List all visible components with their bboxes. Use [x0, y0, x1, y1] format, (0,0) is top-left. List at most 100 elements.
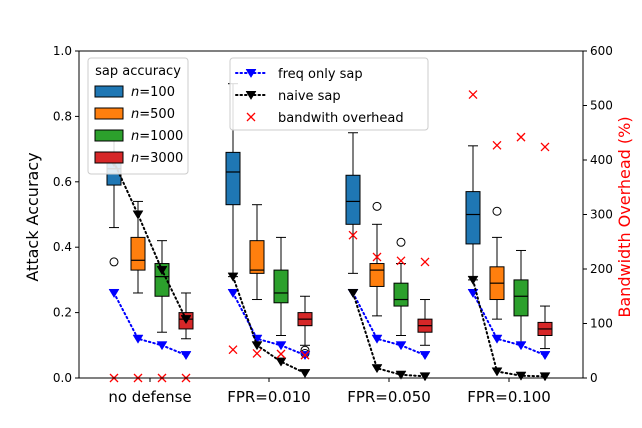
line-1-marker	[419, 372, 431, 382]
legend-triangle-icon	[245, 91, 257, 100]
y2-tick-label: 500	[590, 99, 613, 113]
line-0-marker	[491, 334, 503, 344]
box-1000-2	[393, 237, 409, 336]
legend-label: n=500	[131, 107, 175, 122]
box-1000-1	[273, 236, 289, 336]
y2-tick-label: 100	[590, 317, 613, 331]
cross-stroke	[246, 112, 256, 122]
legend-frame	[229, 57, 429, 131]
line-1-marker	[371, 364, 383, 374]
legend-label-value: 3000	[150, 151, 183, 166]
box-flier	[492, 206, 502, 216]
legend-triangle-icon	[245, 69, 257, 78]
box-500-1	[249, 204, 265, 301]
line-1-group-3	[472, 278, 546, 378]
legend-label-value: 1000	[150, 129, 183, 144]
cross-stroke	[276, 349, 286, 359]
box-flier	[396, 237, 406, 247]
box-500-0	[130, 200, 146, 294]
box-500-3	[489, 206, 505, 320]
overhead-marker	[540, 142, 550, 152]
legend-swatch	[94, 129, 124, 142]
box-body	[345, 174, 361, 225]
legend-label-eq: =	[139, 129, 150, 144]
legend-label-eq: =	[139, 107, 150, 122]
box-body	[513, 279, 529, 317]
box-1000-3	[513, 249, 529, 343]
box-3000-3	[537, 305, 553, 350]
line-1-marker	[395, 370, 407, 380]
x-tick-label: FPR=0.100	[467, 388, 551, 406]
overhead-marker	[420, 257, 430, 267]
y2-tick-label: 600	[590, 44, 613, 58]
overhead-marker	[252, 349, 262, 358]
line-0-group-1	[232, 291, 306, 357]
line-1-marker	[275, 357, 287, 367]
legend-label-var: n	[131, 129, 139, 144]
box-500-2	[369, 201, 385, 317]
line-1-marker	[180, 315, 192, 325]
line-0-group-3	[472, 291, 546, 357]
line-0-marker	[180, 351, 192, 361]
legend-label-eq: =	[139, 85, 150, 100]
legend-swatch	[94, 107, 124, 120]
line-0-group-0	[113, 291, 187, 357]
lines-layer	[108, 90, 551, 383]
legend-label-var: n	[131, 107, 139, 122]
box-100-2	[345, 132, 361, 274]
line-1-marker	[156, 266, 168, 276]
line-0-marker	[515, 341, 527, 351]
legend-label-var: n	[131, 85, 139, 100]
line-1-marker	[539, 372, 551, 382]
cross-stroke	[372, 252, 382, 262]
line-1-marker	[299, 369, 311, 379]
axes-layer: 0.0 0.2 0.4 0.6 0.8 1.0 0 100 200 300 400 500 600 no …	[53, 44, 613, 406]
cross-stroke	[228, 345, 238, 355]
line-0-marker	[539, 351, 551, 361]
x-tick-label: no defense	[108, 388, 191, 406]
legend-label: n=100	[131, 85, 175, 100]
line-1-marker	[467, 275, 479, 285]
box-flier	[109, 257, 119, 267]
overhead-marker	[300, 350, 310, 360]
line-0-marker	[132, 334, 144, 344]
overhead-marker	[396, 256, 406, 266]
line-0-marker	[371, 334, 383, 344]
y-tick-label: 0.6	[53, 175, 72, 189]
y-tick-label: 0.0	[53, 371, 72, 385]
line-1-marker	[515, 371, 527, 381]
legend-label-value: 500	[150, 107, 175, 122]
line-0-marker	[156, 341, 168, 351]
cross-stroke	[492, 140, 502, 150]
legend-label: naive sap	[278, 89, 341, 104]
box-body	[465, 191, 481, 245]
legend-x-icon	[246, 112, 256, 122]
overhead-marker	[492, 140, 502, 150]
legend-swatch	[94, 85, 124, 98]
y2-tick-label: 0	[590, 371, 598, 385]
legend-label: n=3000	[131, 151, 183, 166]
line-0-marker	[395, 341, 407, 351]
overhead-marker	[276, 349, 286, 359]
y-tick-label: 1.0	[53, 44, 72, 58]
y2-tick-label: 300	[590, 208, 613, 222]
legend-label-var: n	[131, 151, 139, 166]
legend-label-value: 100	[150, 85, 175, 100]
box-body	[225, 151, 241, 206]
cross-stroke	[540, 142, 550, 152]
legend-lines: freq only sap naive sap bandwith overhead	[229, 57, 429, 131]
y-tick-label: 0.2	[53, 306, 72, 320]
line-1-group-0	[113, 161, 187, 321]
line-1-marker	[347, 288, 359, 298]
box-1000-0	[154, 240, 170, 333]
cross-stroke	[300, 350, 310, 360]
legend-label: bandwith overhead	[278, 111, 404, 126]
cross-stroke	[420, 257, 430, 267]
box-body	[154, 263, 170, 297]
box-flier	[372, 201, 382, 211]
line-0-marker	[108, 288, 120, 298]
box-body	[273, 269, 289, 304]
line-0-marker	[275, 341, 287, 351]
